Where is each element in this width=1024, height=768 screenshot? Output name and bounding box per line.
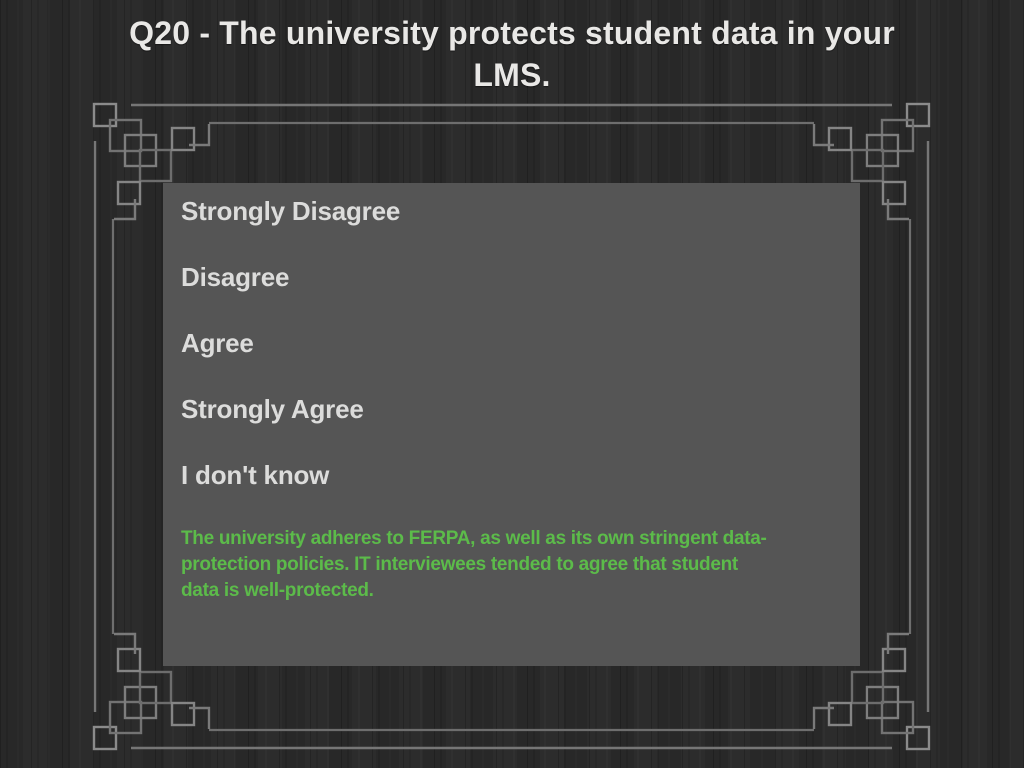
explanation-note-line-3: data is well-protected.	[181, 580, 374, 601]
frame-outer-lines	[93, 103, 930, 750]
explanation-note-line-1: The university adheres to FERPA, as well…	[181, 528, 767, 549]
answer-option-disagree: Disagree	[181, 262, 290, 292]
answer-option-strongly-agree: Strongly Agree	[181, 394, 364, 424]
slide-title-line-2: LMS.	[473, 57, 551, 93]
answer-option-i-dont-know: I don't know	[181, 460, 330, 490]
answer-option-strongly-disagree: Strongly Disagree	[181, 196, 401, 226]
slide-title-line-1: Q20 - The university protects student da…	[129, 15, 895, 51]
answer-option-agree: Agree	[181, 328, 254, 358]
explanation-note: The university adheres to FERPA, as well…	[181, 526, 842, 604]
frame-inner-lines	[111, 121, 912, 732]
explanation-note-line-2: protection policies. IT interviewees ten…	[181, 554, 738, 575]
answers-panel: Strongly Disagree Disagree Agree Strongl…	[163, 183, 860, 666]
slide-title: Q20 - The university protects student da…	[0, 12, 1024, 96]
